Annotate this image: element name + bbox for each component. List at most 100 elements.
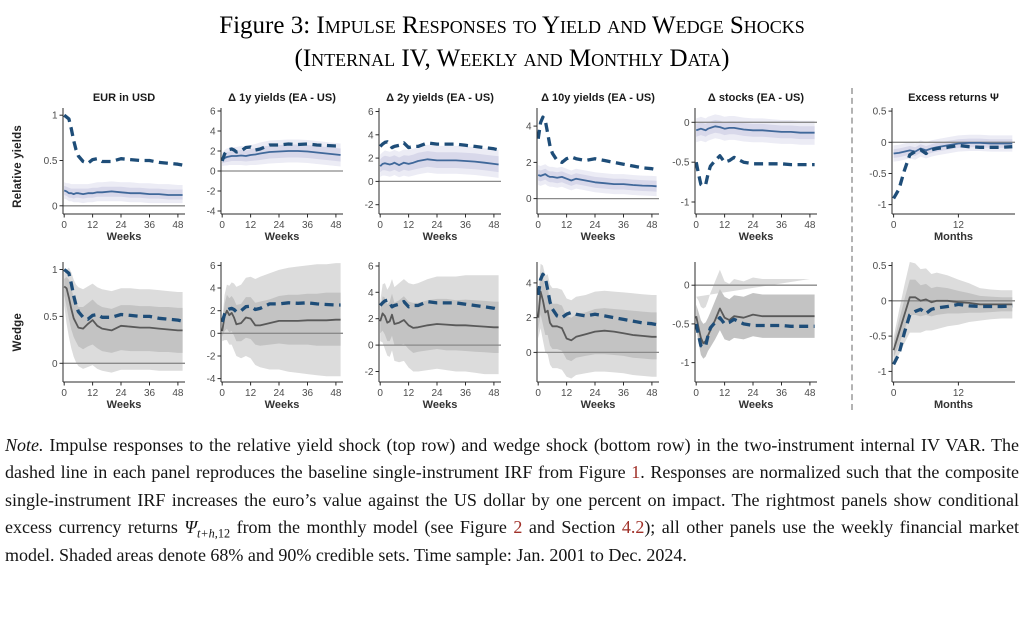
figure-title-line2: (Internal IV, Weekly and Monthly Data)	[294, 45, 730, 72]
svg-text:24: 24	[273, 388, 285, 399]
irf-panel-wedge-stocks: -1 -0.5 0 0 12 24 36 48 Weeks	[672, 262, 817, 408]
svg-text:0: 0	[526, 348, 532, 359]
reference-link[interactable]: 2	[513, 517, 523, 538]
svg-text:36: 36	[776, 388, 788, 399]
separator-gap	[820, 256, 854, 408]
svg-text:0: 0	[891, 388, 897, 399]
svg-text:Δ 2y yields (EA - US): Δ 2y yields (EA - US)	[386, 92, 494, 104]
svg-text:36: 36	[302, 220, 314, 231]
svg-text:0: 0	[368, 341, 374, 352]
figure-note: Note. Impulse responses to the relative …	[5, 432, 1019, 569]
svg-text:12: 12	[719, 388, 731, 399]
svg-text:Months: Months	[934, 399, 973, 408]
svg-text:48: 48	[646, 220, 658, 231]
note-text: ); all other panels use the weekly finan…	[5, 517, 1019, 565]
svg-text:Weeks: Weeks	[423, 231, 458, 242]
svg-text:36: 36	[618, 220, 630, 231]
svg-text:12: 12	[245, 388, 257, 399]
svg-text:0: 0	[61, 220, 67, 231]
svg-text:0: 0	[219, 220, 225, 231]
svg-text:6: 6	[368, 262, 374, 273]
svg-text:Weeks: Weeks	[739, 399, 774, 408]
svg-text:Weeks: Weeks	[107, 231, 142, 242]
svg-text:Months: Months	[934, 231, 973, 242]
svg-text:1: 1	[52, 111, 58, 122]
svg-text:0: 0	[377, 220, 383, 231]
svg-text:24: 24	[589, 388, 601, 399]
svg-text:2: 2	[210, 147, 216, 158]
note-text: from the monthly model (see Figure	[230, 517, 514, 538]
svg-text:24: 24	[589, 220, 601, 231]
svg-text:6: 6	[210, 107, 216, 118]
figure-row-wedge-shock: Wedge 0 0.5 1 0 12 24 36 48 Weeks -4 -2 0 2 4 6 0 12 24 36…	[6, 256, 1018, 408]
svg-text:24: 24	[115, 388, 127, 399]
svg-text:48: 48	[804, 388, 816, 399]
reference-link[interactable]: 4.2	[621, 517, 645, 538]
svg-text:0: 0	[535, 388, 541, 399]
svg-text:0: 0	[693, 220, 699, 231]
note-text: and Section	[522, 517, 622, 538]
svg-text:48: 48	[172, 388, 184, 399]
svg-text:12: 12	[561, 220, 573, 231]
svg-text:-1: -1	[878, 200, 887, 211]
svg-text:Weeks: Weeks	[739, 231, 774, 242]
svg-text:36: 36	[460, 388, 472, 399]
svg-text:12: 12	[87, 220, 99, 231]
svg-text:24: 24	[431, 388, 443, 399]
svg-text:-0.5: -0.5	[672, 319, 690, 330]
svg-text:48: 48	[488, 220, 500, 231]
svg-text:-2: -2	[207, 187, 216, 198]
svg-text:Weeks: Weeks	[581, 231, 616, 242]
svg-text:1: 1	[52, 265, 58, 276]
svg-text:36: 36	[460, 220, 472, 231]
svg-text:0: 0	[881, 138, 887, 149]
panels-row-wedge: 0 0.5 1 0 12 24 36 48 Weeks -4 -2 0 2 4 6 0 12 24 36 48 Week…	[30, 256, 1018, 408]
svg-text:36: 36	[776, 220, 788, 231]
irf-panel-yield-stocks: -1 -0.5 0 0 12 24 36 48 Δ stocks (EA - US) Weeks	[672, 92, 817, 242]
svg-text:36: 36	[618, 388, 630, 399]
math-subscript: t+h,	[197, 526, 218, 541]
svg-text:48: 48	[488, 388, 500, 399]
irf-panel-yield-eur-usd: 0 0.5 1 0 12 24 36 48 EUR in USD Weeks	[44, 92, 185, 242]
irf-panel-wedge-eur-usd: 0 0.5 1 0 12 24 36 48 Weeks	[44, 262, 185, 408]
svg-text:Weeks: Weeks	[265, 231, 300, 242]
svg-text:Δ 10y yields (EA - US): Δ 10y yields (EA - US)	[541, 92, 655, 104]
figure-row-yield-shock: Relative yields 0 0.5 1 0 12 24 36 48 EUR in USD…	[6, 90, 1018, 242]
note-label: Note.	[5, 435, 44, 455]
svg-text:24: 24	[273, 220, 285, 231]
svg-text:6: 6	[210, 261, 216, 272]
svg-text:2: 2	[368, 314, 374, 325]
math-symbol-psi: Ψ	[184, 517, 198, 538]
svg-text:2: 2	[368, 154, 374, 165]
svg-text:Weeks: Weeks	[581, 399, 616, 408]
svg-text:0: 0	[535, 220, 541, 231]
irf-panel-yield-excess-returns: -1 -0.5 0 0.5 0 12 Excess returns Ψ Months	[869, 92, 1015, 242]
panels-row-yield: 0 0.5 1 0 12 24 36 48 EUR in USD Weeks -4 -2 0 2 4 6 0 12…	[30, 90, 1018, 242]
math-subscript: 12	[217, 526, 231, 541]
note-text: Impulse responses to the relative yield …	[5, 435, 1019, 483]
svg-text:0: 0	[210, 329, 216, 340]
svg-text:24: 24	[747, 220, 759, 231]
figure-number: Figure 3:	[219, 12, 317, 39]
svg-text:0: 0	[684, 281, 690, 292]
svg-text:4: 4	[368, 130, 374, 141]
svg-text:4: 4	[368, 288, 374, 299]
svg-text:-2: -2	[365, 200, 374, 211]
svg-text:24: 24	[431, 220, 443, 231]
svg-text:0: 0	[61, 388, 67, 399]
svg-text:6: 6	[368, 107, 374, 118]
svg-text:-2: -2	[207, 352, 216, 363]
svg-text:36: 36	[144, 220, 156, 231]
svg-text:-4: -4	[207, 374, 216, 385]
reference-link[interactable]: 1	[631, 462, 641, 483]
svg-text:12: 12	[403, 388, 415, 399]
svg-text:2: 2	[526, 158, 532, 169]
svg-text:Δ 1y yields (EA - US): Δ 1y yields (EA - US)	[228, 92, 336, 104]
svg-text:48: 48	[330, 388, 342, 399]
svg-text:Weeks: Weeks	[107, 399, 142, 408]
svg-text:0: 0	[526, 194, 532, 205]
